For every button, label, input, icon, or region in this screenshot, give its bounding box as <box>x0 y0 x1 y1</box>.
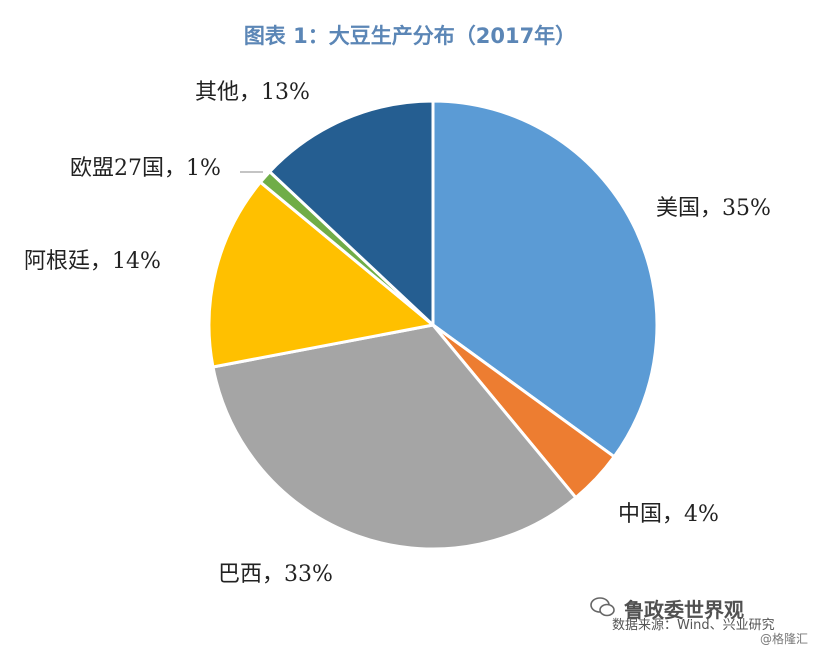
chart-title: 图表 1：大豆生产分布（2017年） <box>243 24 577 48</box>
slice-label-brazil: 巴西，33% <box>218 562 333 587</box>
slice-label-other: 其他，13% <box>195 80 310 105</box>
watermark-small: @格隆汇 <box>760 632 809 646</box>
slice-label-argentina: 阿根廷，14% <box>24 249 161 274</box>
slice-label-eu27: 欧盟27国，1% <box>70 156 221 181</box>
watermark-text: 鲁政委世界观 <box>624 598 744 622</box>
wechat-icon <box>590 597 615 617</box>
slice-label-usa: 美国，35% <box>656 196 771 221</box>
slice-label-china: 中国，4% <box>618 502 719 527</box>
slice-brazil <box>211 323 578 551</box>
slice-usa <box>431 99 659 459</box>
source-note: 数据来源：Wind、兴业研究 <box>612 618 775 633</box>
slice-other <box>267 99 435 329</box>
slice-argentina <box>207 180 437 369</box>
